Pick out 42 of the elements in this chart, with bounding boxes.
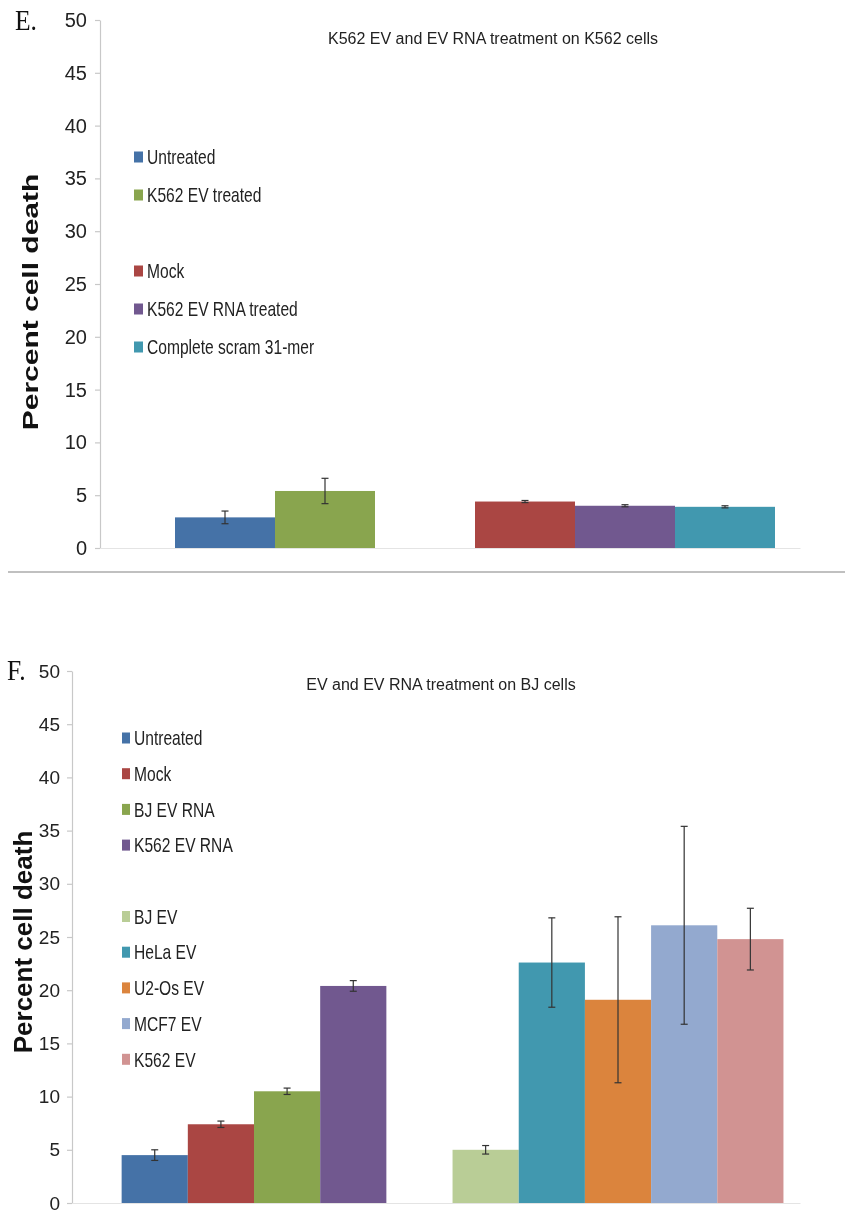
legend-label: Untreated bbox=[147, 146, 216, 169]
y-tick-label: 20 bbox=[64, 325, 87, 348]
y-tick-label: 15 bbox=[38, 1032, 60, 1054]
y-tick-label: 30 bbox=[38, 873, 60, 895]
y-tick-label: 45 bbox=[64, 61, 87, 84]
y-tick-label: 0 bbox=[75, 536, 87, 559]
y-tick-label: 5 bbox=[49, 1139, 60, 1161]
y-tick-label: 50 bbox=[38, 660, 60, 682]
legend-label: Untreated bbox=[134, 727, 203, 750]
legend-label: Mock bbox=[134, 763, 172, 786]
y-tick-label: 25 bbox=[64, 272, 87, 295]
y-tick-label: 10 bbox=[38, 1086, 60, 1108]
y-tick-label: 0 bbox=[49, 1192, 60, 1212]
legend-label: Complete scram 31-mer bbox=[147, 336, 315, 359]
text: E. bbox=[15, 3, 37, 37]
legend-label: K562 EV RNA treated bbox=[147, 298, 298, 321]
legend-label: K562 EV bbox=[134, 1048, 196, 1071]
y-tick-label: 50 bbox=[64, 8, 87, 31]
y-tick-label: 10 bbox=[64, 431, 87, 454]
y-tick-label: 25 bbox=[38, 926, 60, 948]
y-tick-label: 35 bbox=[38, 820, 60, 842]
legend-label: BJ EV bbox=[134, 905, 178, 929]
y-tick-label: 20 bbox=[38, 979, 60, 1001]
legend-label: K562 EV RNA bbox=[134, 834, 233, 857]
y-tick-label: 15 bbox=[64, 378, 87, 401]
y-tick-label: 40 bbox=[64, 114, 87, 137]
y-tick-label: 5 bbox=[75, 484, 87, 507]
y-tick-label: 30 bbox=[64, 220, 87, 243]
y-tick-label: 35 bbox=[64, 167, 87, 190]
legend-label: MCF7 EV bbox=[134, 1012, 202, 1036]
text: F. bbox=[7, 653, 26, 687]
legend-label: K562 EV treated bbox=[147, 184, 262, 207]
y-axis-title: Percent cell death bbox=[17, 173, 44, 431]
y-axis-title: Percent cell death bbox=[8, 830, 38, 1054]
y-tick-label: 45 bbox=[38, 713, 60, 735]
legend-label: BJ EV RNA bbox=[134, 798, 215, 822]
legend-label: HeLa EV bbox=[134, 941, 197, 964]
legend-label: U2-Os EV bbox=[134, 977, 205, 1000]
legend-label: Mock bbox=[147, 260, 185, 283]
chart-title: EV and EV RNA treatment on BJ cells bbox=[306, 676, 576, 693]
y-tick-label: 40 bbox=[38, 766, 60, 788]
text: K562 EV and EV RNA treatment on K562 cells bbox=[328, 30, 658, 47]
